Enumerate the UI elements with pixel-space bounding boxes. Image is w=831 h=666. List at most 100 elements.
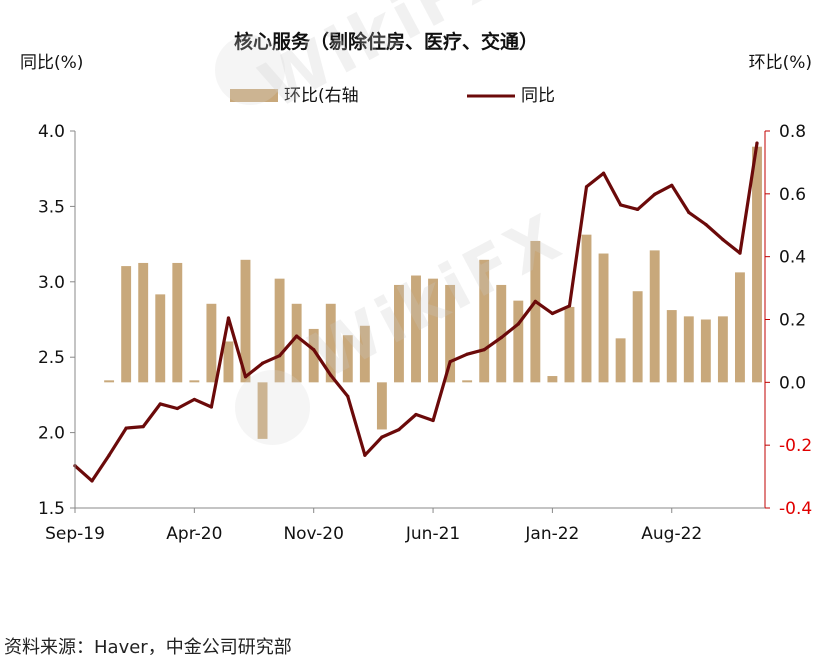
bar [376, 382, 387, 430]
line-point [329, 373, 333, 377]
legend-bar-swatch [230, 89, 278, 102]
line-point [431, 418, 435, 423]
line-point [721, 237, 725, 242]
chart-title: 核心服务（剔除住房、医疗、交通） [234, 30, 538, 53]
left-y-tick-label: 3.0 [38, 273, 65, 293]
line-point [738, 251, 742, 255]
bar [598, 253, 609, 383]
bar [359, 325, 370, 383]
right-y-tick-label: -0.4 [779, 499, 812, 519]
bar [291, 303, 302, 383]
line-point [380, 435, 384, 439]
bar [189, 380, 200, 383]
bar [564, 306, 575, 383]
bar [700, 319, 711, 383]
bar [735, 272, 745, 383]
line-series [73, 141, 759, 483]
line-point [107, 453, 111, 457]
line-point [755, 141, 759, 145]
line-point [363, 453, 367, 457]
line-point [448, 360, 452, 364]
x-tick-label: Apr-20 [166, 524, 222, 544]
x-tick-label: Aug-22 [641, 524, 702, 544]
left-y-tick-label: 4.0 [38, 122, 65, 142]
left-y-tick-label: 2.0 [38, 424, 65, 444]
right-y-tick-label: 0.8 [779, 122, 806, 142]
bar [513, 300, 524, 383]
bar [342, 335, 353, 383]
line-point [516, 322, 520, 326]
x-tick-label: Jan-22 [524, 524, 579, 544]
line-point [704, 222, 708, 227]
line-point [636, 207, 640, 212]
bar [666, 310, 677, 383]
left-axis-label: 同比(%) [20, 53, 83, 73]
bar-series [104, 146, 762, 439]
bar [240, 259, 251, 383]
bar [530, 240, 541, 383]
bar [581, 234, 592, 383]
bar [428, 278, 438, 383]
legend-line-label: 同比 [521, 86, 555, 106]
bar [308, 328, 319, 383]
bar [325, 303, 336, 383]
bar [104, 380, 115, 383]
left-y-tick-label: 2.5 [38, 348, 65, 368]
left-y-tick-label: 3.5 [38, 197, 65, 217]
right-y-tick-label: 0.6 [779, 185, 806, 205]
line-point [90, 479, 94, 483]
line-point [482, 348, 486, 352]
line-point [670, 183, 674, 187]
bar [479, 259, 490, 383]
bar [155, 294, 166, 383]
bar [206, 303, 217, 383]
bar [411, 275, 421, 383]
bar [138, 262, 149, 383]
line-point [397, 427, 401, 432]
right-axis-label: 环比(%) [749, 53, 812, 73]
line-point [533, 299, 537, 304]
x-tick-label: Jun-21 [405, 524, 460, 544]
line-point [584, 185, 589, 189]
bar [717, 316, 728, 383]
bar [683, 316, 694, 383]
line-point [243, 375, 248, 379]
line-point [619, 203, 623, 207]
line-point [278, 354, 282, 358]
bar [496, 284, 507, 383]
line-point [601, 171, 606, 175]
bar [274, 278, 285, 383]
right-y-tick-label: 0.0 [779, 373, 806, 393]
line-point [175, 406, 179, 411]
line-point [141, 424, 145, 429]
left-y-tick-label: 1.5 [38, 499, 65, 519]
source-note: 资料来源：Haver，中金公司研究部 [4, 637, 292, 658]
bar [394, 284, 404, 383]
line-point [209, 405, 213, 409]
bar [752, 146, 762, 383]
right-y-tick-label: 0.2 [779, 311, 806, 331]
line-point [653, 192, 657, 196]
line-point [550, 311, 555, 316]
x-tick-label: Sep-19 [45, 524, 105, 544]
right-y-tick-label: -0.2 [779, 436, 812, 456]
bar [257, 382, 268, 439]
line-point [499, 335, 503, 340]
line-point [158, 402, 162, 406]
line-point [465, 352, 469, 356]
line-point [567, 304, 572, 308]
bar [547, 376, 558, 383]
line-point [312, 348, 316, 352]
legend-bar-label: 环比(右轴 [284, 86, 359, 106]
x-tick-label: Nov-20 [283, 524, 344, 544]
bar [462, 380, 473, 383]
bar [632, 291, 643, 383]
line-point [192, 397, 196, 402]
line-point [260, 361, 265, 365]
line-point [346, 394, 350, 399]
bar [172, 262, 183, 383]
bar [121, 266, 132, 383]
line-point [687, 210, 691, 215]
